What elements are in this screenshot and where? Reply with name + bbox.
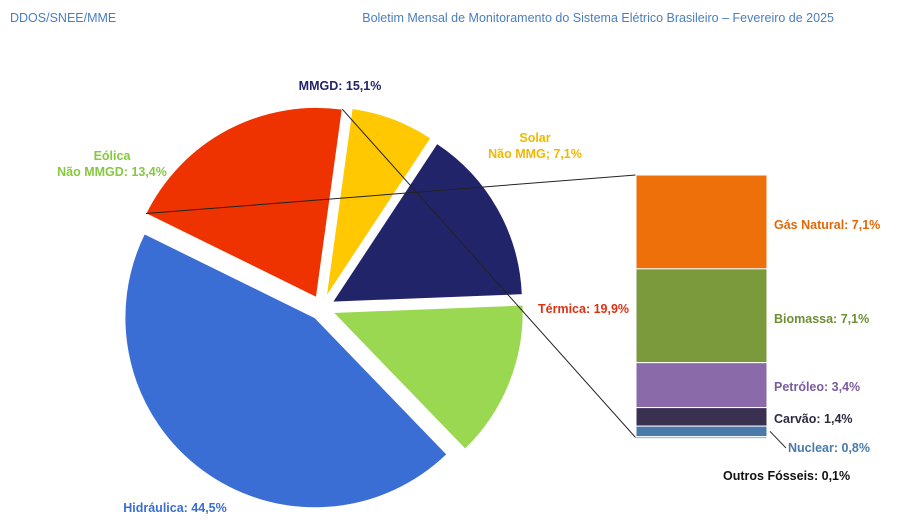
- pie-label-eolica-nao-mmgd: Eólica Não MMGD: 13,4%: [57, 149, 167, 179]
- pie-label-mmgd: MMGD: 15,1%: [299, 79, 382, 93]
- stacked-breakdown-bar: [635, 174, 768, 440]
- pie-slice-termica: [145, 106, 343, 299]
- pie-label-hidraulica: Hidráulica: 44,5%: [123, 501, 227, 515]
- header-left: DDOS/SNEE/MME: [10, 11, 117, 25]
- pie-slice-mmgd: [331, 142, 523, 303]
- pie-label-solar-nao-mmg: Solar Não MMG; 7,1%: [488, 131, 582, 161]
- bar-label-carvao: Carvão: 1,4%: [774, 412, 853, 426]
- bar-segment-biomassa: [635, 268, 768, 364]
- pie-slice-eolica-nao-mmgd: [332, 304, 524, 450]
- header-right: Boletim Mensal de Monitoramento do Siste…: [362, 11, 834, 25]
- bar-segment-petroleo: [635, 362, 768, 409]
- chart-labels: Hidráulica: 44,5% Térmica: 19,9% Solar Não …: [57, 79, 880, 515]
- bar-segment-nuclear: [635, 425, 768, 438]
- nuclear-leader-line: [769, 431, 787, 449]
- bar-label-petroleo: Petróleo: 3,4%: [774, 380, 860, 394]
- bar-label-nuclear: Nuclear: 0,8%: [788, 441, 870, 455]
- connector-top: [145, 174, 637, 215]
- bar-label-gas-natural: Gás Natural: 7,1%: [774, 218, 880, 232]
- bar-segment-outros-fosseis: [635, 436, 768, 440]
- pie-label-termica: Térmica: 19,9%: [538, 302, 629, 316]
- pie-slice-solar-nao-mmg: [325, 107, 432, 298]
- connector-bottom: [341, 108, 637, 439]
- pie-slice-hidraulica: [124, 233, 448, 509]
- pie-chart: [124, 106, 524, 509]
- bar-label-outros-fosseis: Outros Fósseis: 0,1%: [723, 469, 850, 483]
- bar-segment-carvao: [635, 407, 768, 427]
- breakdown-connectors: [145, 108, 637, 439]
- bar-segment-gas-natural: [635, 174, 768, 270]
- bar-label-biomassa: Biomassa: 7,1%: [774, 312, 869, 326]
